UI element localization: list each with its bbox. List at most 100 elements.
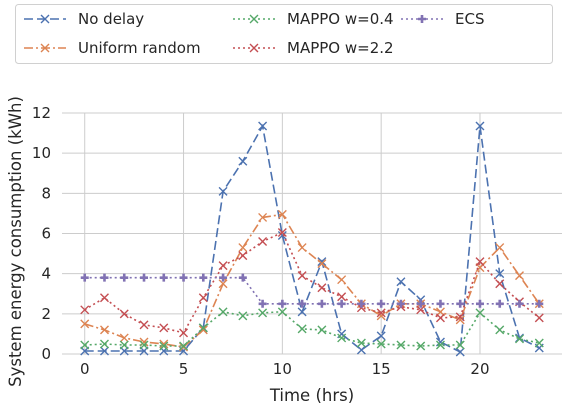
data-point [198,293,208,303]
data-point [298,299,307,308]
y-tick-label: 8 [41,184,51,202]
data-point [455,315,465,325]
data-point [436,299,445,308]
data-point [80,319,90,329]
y-tick-label: 4 [41,265,51,283]
data-point [277,231,287,241]
data-point [297,307,307,317]
y-tick-label: 0 [41,345,51,363]
data-point [258,308,268,318]
data-point [119,309,129,319]
data-point [140,273,149,282]
data-point [416,295,426,305]
data-point [159,323,169,333]
data-point [435,313,445,323]
series-uniform-random [80,209,544,352]
series-ecs [80,273,544,308]
data-point [515,333,525,343]
legend-label: Uniform random [78,39,201,57]
data-point [179,328,189,338]
data-point [475,308,485,318]
data-point [238,311,248,321]
legend-marker [249,43,259,53]
data-point [159,273,168,282]
data-point [416,305,426,315]
legend-label: ECS [455,10,484,28]
data-point [495,279,505,289]
data-point [396,299,405,308]
series-layer [80,121,544,357]
data-point [99,293,109,303]
data-point [416,299,425,308]
data-point [297,243,307,253]
data-point [435,340,445,350]
series-line [84,231,540,334]
data-point [238,243,248,253]
data-point [277,209,287,219]
data-point [258,237,268,247]
y-axis-label: System energy consumption (kWh) [6,96,25,387]
data-point [495,269,505,279]
data-point [317,299,326,308]
data-point [218,186,228,196]
legend-label: MAPPO w=0.4 [287,10,394,28]
data-point [258,121,268,131]
series-line [84,310,540,347]
data-point [218,279,228,289]
data-point [455,340,465,350]
data-point [377,299,386,308]
x-tick-label: 10 [273,360,292,378]
data-point [80,305,90,315]
series-no-delay [80,121,544,357]
data-point [416,341,426,351]
grid [62,112,562,355]
legend-marker [249,14,259,24]
data-point [534,338,544,348]
x-tick-label: 5 [179,360,189,378]
series-line [84,123,540,354]
series-mappo-w-0-4 [80,307,544,351]
data-point [455,312,465,322]
data-point [297,324,307,334]
legend-marker [418,15,426,23]
x-tick-label: 15 [372,360,391,378]
data-point [317,325,327,335]
data-point [139,320,149,330]
data-point [179,341,189,351]
legend-label: MAPPO w=2.2 [287,39,394,57]
legend-marker [40,43,50,53]
series-line [84,213,540,348]
data-point [495,299,504,308]
legend-item: ECS [401,10,484,28]
x-tick-label: 0 [80,360,90,378]
data-point [357,299,366,308]
data-point [475,257,485,267]
data-point [238,156,248,166]
data-point [396,340,406,350]
data-point [119,340,129,350]
data-point [278,299,287,308]
data-point [356,303,366,313]
data-point [515,299,524,308]
data-point [199,273,208,282]
y-tick-label: 2 [41,305,51,323]
legend: No delay Uniform random MAPPO w=0.4 MAPPO w… [15,4,553,64]
data-point [139,340,149,350]
legend-item: MAPPO w=2.2 [233,39,394,57]
data-point [99,325,109,335]
data-point [337,292,347,302]
legend-label: No delay [78,10,144,28]
legend-item: MAPPO w=0.4 [233,10,394,28]
series-mappo-w-2-2 [80,228,544,338]
data-point [356,338,366,348]
legend-marker [40,14,50,24]
data-point [120,273,129,282]
data-point [238,251,248,261]
data-point [159,341,169,351]
data-point [179,342,189,352]
data-point [317,259,327,269]
data-point [456,299,465,308]
data-point [99,346,109,356]
data-point [356,345,366,355]
data-point [337,275,347,285]
